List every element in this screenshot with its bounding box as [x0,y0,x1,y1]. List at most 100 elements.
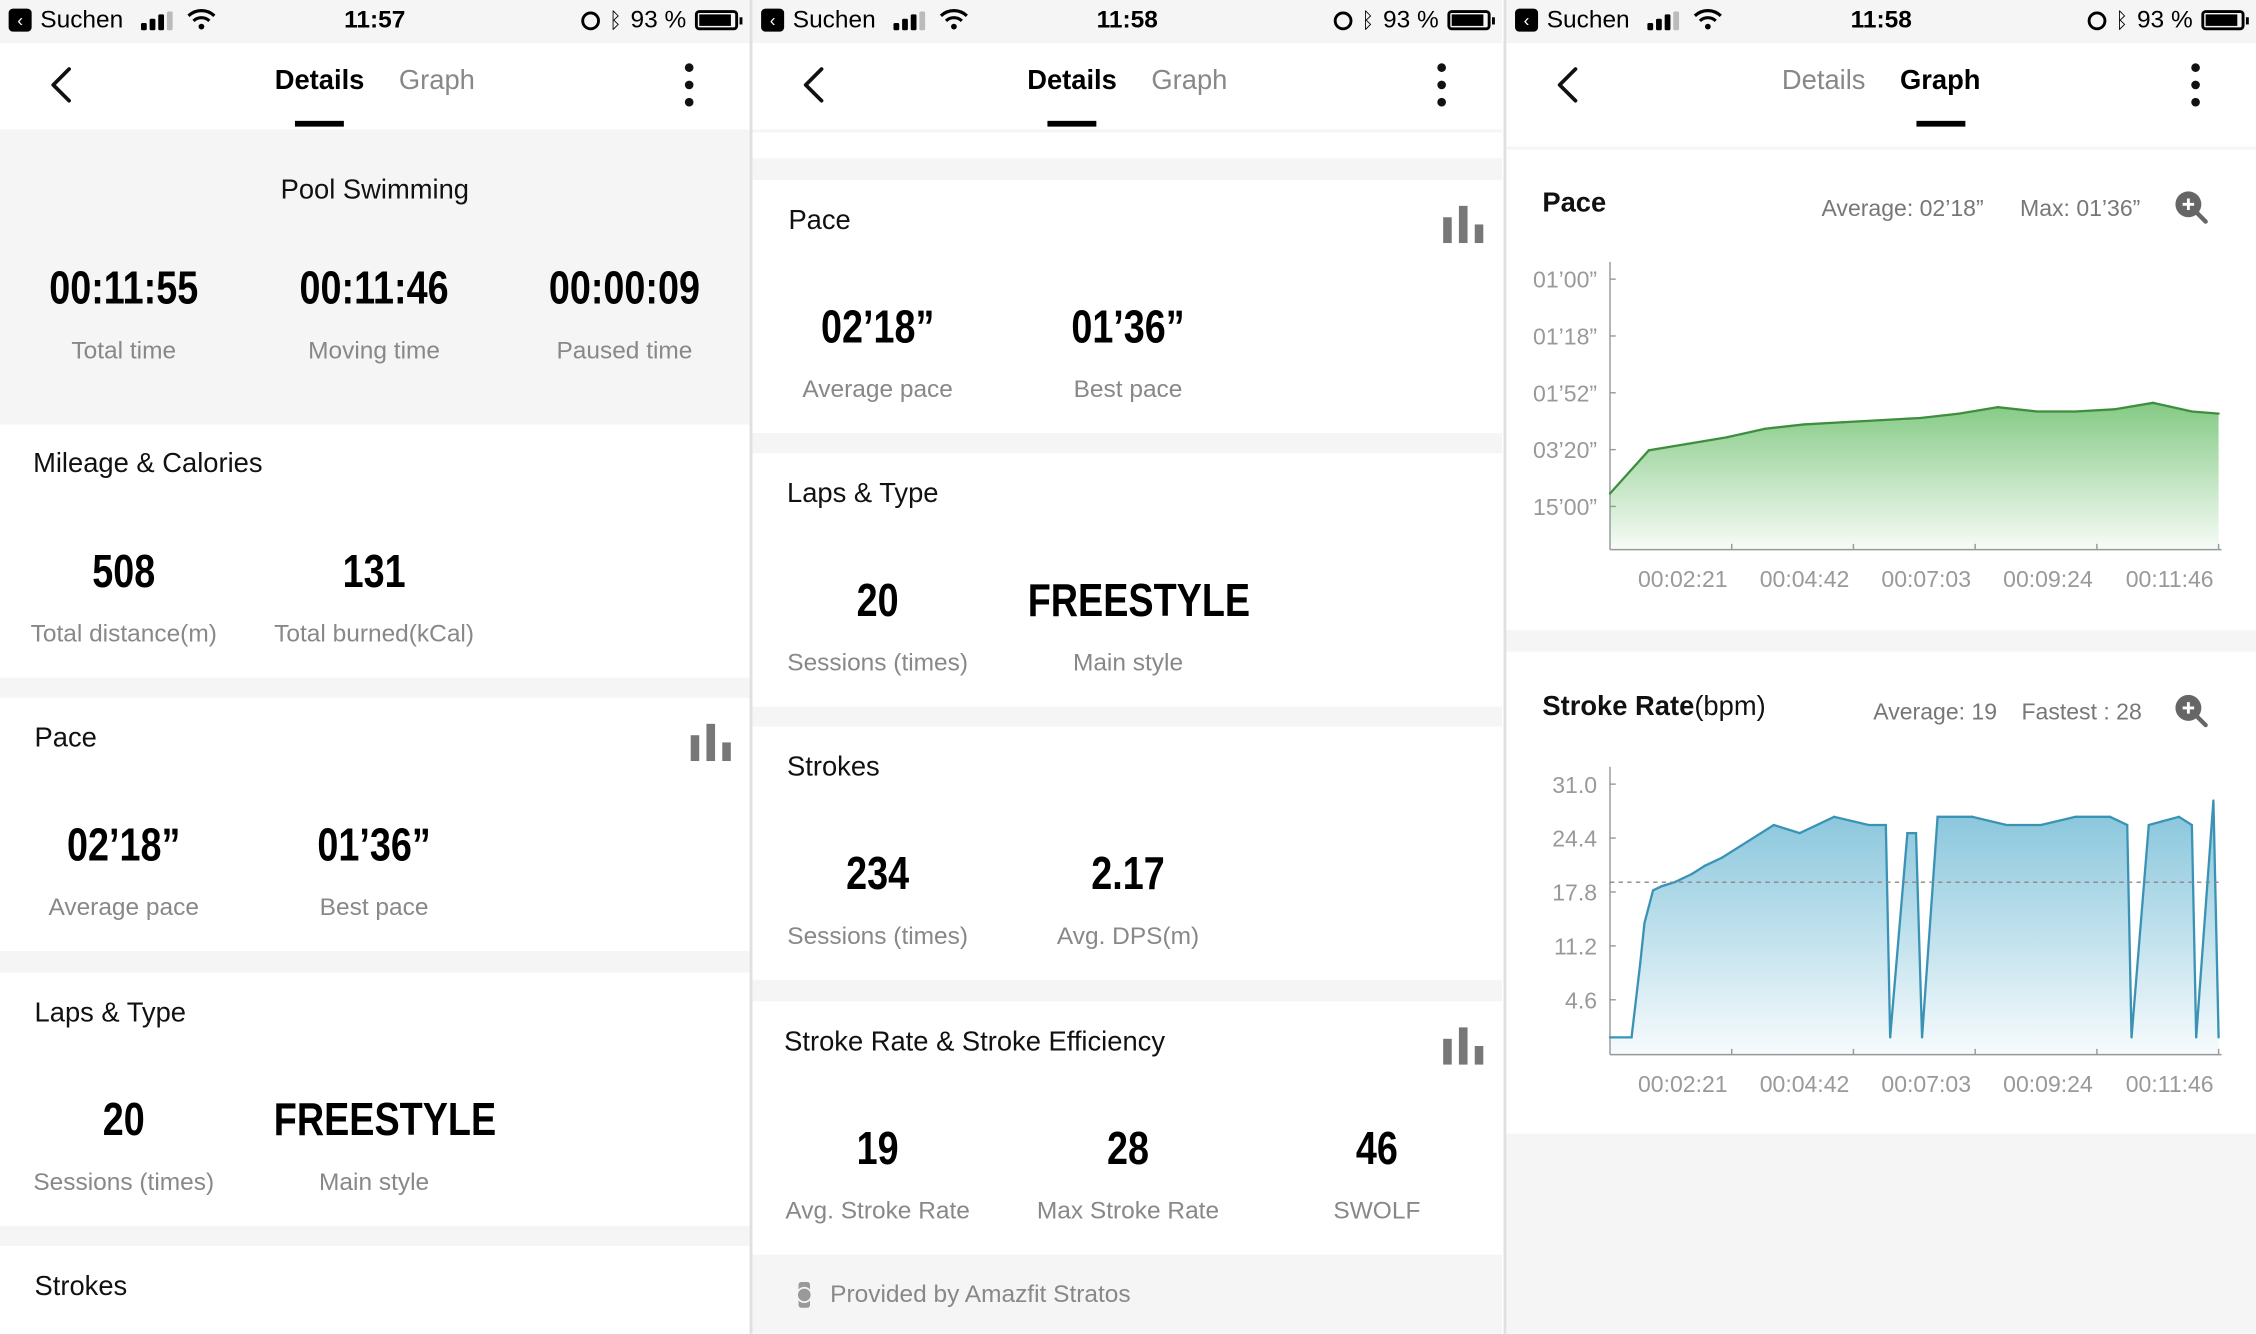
best-pace-label: Best pace [319,893,429,921]
pace-average: Average: 02’18” [1821,197,1984,222]
provider-footer: Provided by Amazfit Stratos [796,1281,1131,1310]
rotation-lock-icon [581,10,601,30]
more-options-icon[interactable] [683,60,695,109]
bar-chart-icon[interactable] [1443,205,1484,244]
data-point [2074,815,2077,818]
bluetooth-icon: ᛒ [1361,7,1375,33]
sessions-label: Sessions (times) [33,1168,215,1196]
data-point [2113,408,2116,411]
back-arrow-icon[interactable] [43,63,83,106]
avg-pace-value: 02’18” [67,818,181,871]
tab-graph[interactable]: Graph [398,66,475,97]
card-tail [752,132,1503,159]
data-point [1725,436,1728,439]
calories-label: Total burned(kCal) [274,620,475,648]
clock: 11:58 [1096,5,1158,34]
back-to-app-icon[interactable]: ‹ [761,8,785,32]
max-stroke-rate-value: 28 [1107,1122,1150,1175]
bar-chart-icon[interactable] [690,723,731,762]
provider-text: Provided by Amazfit Stratos [830,1280,1131,1308]
pace-chart-title: Pace [1542,188,1607,219]
data-point [1880,418,1883,422]
tab-details[interactable]: Details [1027,66,1117,127]
tab-graph[interactable]: Graph [1151,66,1228,97]
strokes-card: Strokes [0,1245,750,1334]
pace-chart-card: Pace Average: 02’18” Max: 01’36” 01’00” 0… [1506,149,2256,631]
nav-header: Details Graph [1506,43,2256,147]
stroke-chart-title: Stroke Rate [1542,692,1695,723]
back-to-app-icon[interactable]: ‹ [8,8,32,32]
carrier-name: Suchen [792,5,876,34]
more-options-icon[interactable] [1436,60,1448,109]
stroke-rate-chart: 31.0 24.4 17.8 11.2 4.6 00:02:21 00:04:42 00:07… [1552,766,2222,1097]
panel-divider [1503,0,1507,1334]
sessions-label: Sessions (times) [787,648,969,677]
sessions-value: 20 [856,574,899,626]
mileage-title: Mileage & Calories [33,448,263,480]
data-point [1643,921,1646,925]
laps-title: Laps & Type [787,479,939,510]
data-point [2195,1036,2198,1039]
series-line [1609,800,2220,1039]
battery-icon [694,10,743,31]
zoom-in-icon[interactable] [2174,190,2209,225]
avg-dps-value: 2.17 [1091,847,1165,900]
data-point [2217,1036,2220,1039]
laps-card: Laps & Type 20 Sessions (times) FREESTYL… [0,972,750,1226]
more-options-icon[interactable] [2190,60,2202,109]
data-point [1867,823,1870,827]
pace-card: Pace 02’18” Average pace 01’36” Best pac… [0,697,750,952]
laps-title: Laps & Type [34,998,187,1029]
data-point [2217,412,2220,415]
data-point [2035,410,2038,413]
data-point [1772,823,1775,827]
data-point [1686,442,1689,446]
main-style-label: Main style [1072,648,1184,677]
battery-percent: 93 % [630,5,687,34]
pace-chart: 01’00” 01’18” 01’52” 03’20” 15’00” 00:02:21 00… [1533,261,2222,592]
x-tick-label: 00:02:21 [1638,1071,1728,1097]
avg-dps-label: Avg. DPS(m) [1056,922,1200,950]
signal-icon [1647,11,1680,31]
tab-details[interactable]: Details [1781,66,1866,97]
y-tick-label: 4.6 [1565,987,1597,1013]
status-bar: ‹ Suchen 11:58 ᛒ 93 % [752,0,1502,43]
data-point [1914,831,1918,835]
clock: 11:58 [1850,5,1912,34]
tab-graph[interactable]: Graph [1900,66,1981,127]
pace-card: Pace 02’18” Average pace 01’36” Best pac… [752,179,1503,434]
data-point [2039,823,2043,827]
mileage-card: Mileage & Calories 508 Total distance(m)… [0,424,750,678]
zoom-in-icon[interactable] [2174,693,2209,728]
sessions-value: 20 [102,1093,145,1146]
efficiency-title: Stroke Rate & Stroke Efficiency [784,1027,1166,1058]
data-point [1608,492,1612,495]
tab-details[interactable]: Details [275,66,364,127]
y-tick-label: 17.8 [1552,880,1597,906]
y-tick-label: 01’52” [1533,380,1597,406]
stroke-average: Average: 19 [1873,700,1998,726]
main-style-label: Main style [319,1168,430,1196]
back-arrow-icon[interactable] [796,63,836,106]
data-point [2074,410,2077,413]
back-to-app-icon[interactable]: ‹ [1515,8,1539,32]
max-stroke-rate-label: Max Stroke Rate [1036,1197,1220,1225]
stroke-chart-card: Stroke Rate(bpm) Average: 19 Fastest : 2… [1506,651,2256,1134]
stroke-chart-title-group: Stroke Rate(bpm) [1542,692,1765,724]
data-point [1889,1036,1892,1039]
data-point [2108,815,2112,818]
area-fill [1609,402,2219,550]
wifi-icon [187,9,216,30]
pace-max: Max: 01’36” [2020,197,2141,222]
carrier-name: Suchen [1546,5,1630,34]
avg-pace-value: 02’18” [820,300,935,353]
data-point [1647,449,1650,452]
active-tab-indicator [295,120,345,127]
back-arrow-icon[interactable] [1550,63,1590,106]
bar-chart-icon[interactable] [1443,1027,1484,1065]
pace-title: Pace [34,723,97,754]
clock: 11:57 [344,5,406,34]
data-point [2005,823,2008,827]
data-point [1802,423,1806,426]
